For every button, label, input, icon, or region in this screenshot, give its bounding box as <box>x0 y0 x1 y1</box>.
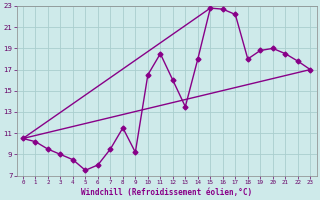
X-axis label: Windchill (Refroidissement éolien,°C): Windchill (Refroidissement éolien,°C) <box>81 188 252 197</box>
